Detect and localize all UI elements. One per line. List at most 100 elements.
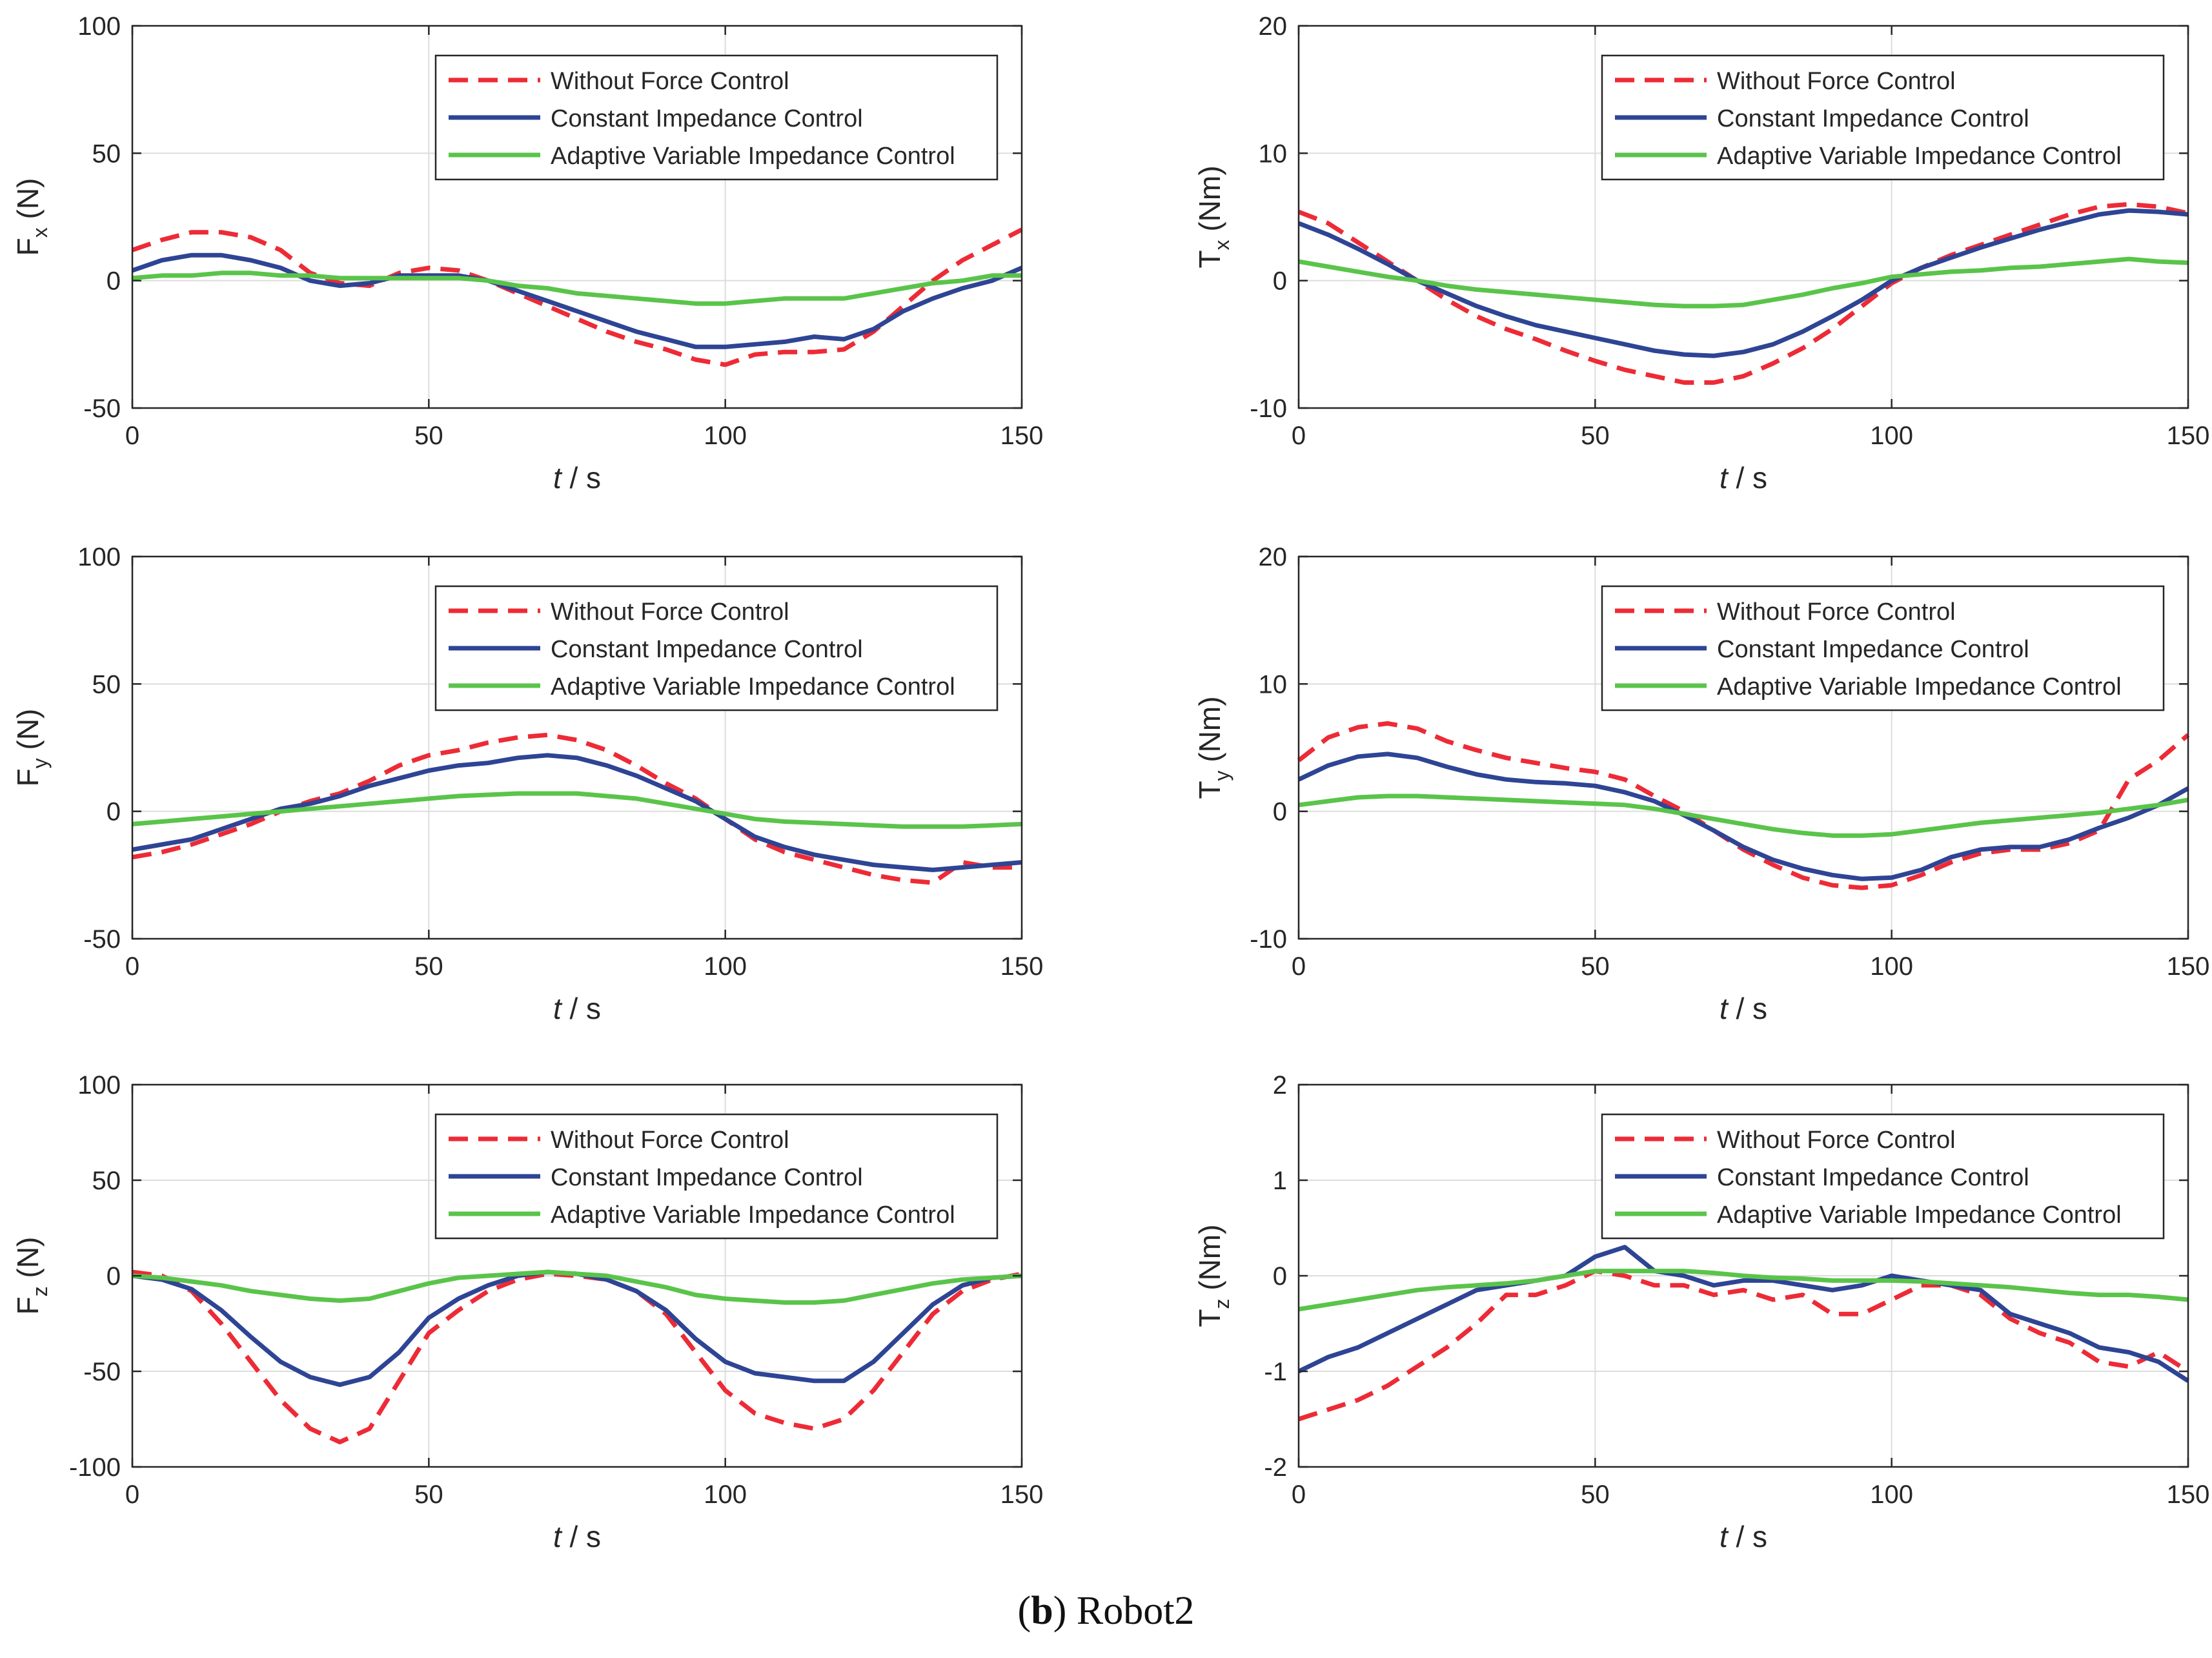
legend-label-2: Constant Impedance Control	[1717, 636, 2029, 663]
x-tick-label: 50	[1581, 952, 1610, 981]
series-line-2	[1297, 1245, 2189, 1383]
series-line-1	[131, 227, 1023, 367]
y-tick-label: -50	[83, 394, 121, 423]
y-tick-label: -10	[1250, 925, 1287, 954]
legend: Without Force Control Constant Impedance …	[1601, 585, 2165, 711]
y-tick-label: 0	[1273, 267, 1287, 296]
legend-label-2: Constant Impedance Control	[551, 105, 863, 132]
y-tick-label: 0	[107, 798, 121, 826]
legend-label-1: Without Force Control	[551, 599, 789, 626]
chart-panel-5: 0 50 100 150 -100 -50 0 50 100 t / s Fz (N) Without…	[11, 1071, 1043, 1553]
series-line-2	[131, 252, 1023, 349]
y-tick-label: 2	[1273, 1071, 1287, 1100]
legend-label-1: Without Force Control	[1717, 1127, 1956, 1154]
x-tick-label: 0	[125, 1480, 139, 1509]
legend-label-3: Adaptive Variable Impedance Control	[1717, 1202, 2122, 1229]
legend-label-1: Without Force Control	[1717, 68, 1956, 95]
series-line-3	[1298, 793, 2189, 838]
x-axis-label: t / s	[553, 1520, 601, 1553]
y-tick-label: 0	[1273, 1262, 1287, 1291]
series-line-2	[1297, 752, 2189, 881]
y-tick-label: 0	[1273, 798, 1287, 826]
caption-text: Robot2	[1076, 1589, 1195, 1633]
figure-caption: (b) Robot2	[1017, 1589, 1195, 1633]
axes-box	[131, 25, 1023, 409]
y-tick-label: 0	[107, 1262, 121, 1291]
x-tick-label: 150	[1000, 422, 1044, 450]
x-axis-label: t / s	[553, 461, 601, 495]
legend-label-2: Constant Impedance Control	[1717, 105, 2029, 132]
legend-label-1: Without Force Control	[551, 68, 789, 95]
y-axis-label: Fx (N)	[11, 178, 52, 256]
legend: Without Force Control Constant Impedance …	[1601, 1113, 2165, 1240]
y-axis-label: Fy (N)	[11, 709, 52, 787]
series-line-2	[132, 753, 1022, 872]
y-tick-label: 100	[77, 1071, 121, 1100]
x-tick-label: 150	[2167, 1480, 2210, 1509]
x-tick-label: 100	[1870, 1480, 1913, 1509]
y-tick-label: 50	[92, 139, 121, 168]
series-line-3	[1298, 1269, 2189, 1312]
series-line-1	[1297, 201, 2189, 385]
x-axis-label: t / s	[1720, 1520, 1767, 1553]
x-tick-label: 150	[1000, 1480, 1044, 1509]
y-tick-label: 10	[1259, 139, 1288, 168]
series-line-1	[132, 1269, 1022, 1444]
y-tick-label: -100	[69, 1453, 121, 1482]
legend-label-3: Adaptive Variable Impedance Control	[551, 673, 955, 701]
x-tick-label: 100	[1870, 952, 1913, 981]
legend: Without Force Control Constant Impedance …	[434, 54, 999, 181]
x-axis-label: t / s	[1720, 992, 1767, 1025]
y-tick-label: 100	[77, 543, 121, 571]
x-tick-label: 50	[1581, 1480, 1610, 1509]
y-tick-label: 0	[107, 267, 121, 296]
y-tick-label: 20	[1259, 12, 1288, 41]
y-tick-label: -2	[1264, 1453, 1287, 1482]
y-axis-label: Tz (Nm)	[1193, 1224, 1233, 1327]
x-tick-label: 50	[414, 1480, 443, 1509]
series-line-1	[1297, 1269, 2189, 1422]
x-tick-label: 0	[1292, 1480, 1306, 1509]
y-tick-label: 100	[77, 12, 121, 41]
x-tick-label: 100	[1870, 422, 1913, 450]
x-tick-label: 0	[1292, 952, 1306, 981]
x-axis-label: t / s	[553, 992, 601, 1025]
y-tick-label: -50	[83, 1358, 121, 1386]
legend-label-2: Constant Impedance Control	[551, 636, 863, 663]
legend-label-3: Adaptive Variable Impedance Control	[1717, 143, 2122, 170]
x-tick-label: 150	[1000, 952, 1044, 981]
x-tick-label: 100	[704, 1480, 747, 1509]
y-axis-label: Tx (Nm)	[1193, 165, 1233, 268]
x-tick-label: 50	[414, 422, 443, 450]
legend-label-3: Adaptive Variable Impedance Control	[1717, 673, 2122, 701]
x-tick-label: 100	[704, 422, 747, 450]
series-line-3	[132, 271, 1022, 306]
legend-label-1: Without Force Control	[551, 1127, 789, 1154]
y-tick-label: -50	[83, 925, 121, 954]
x-tick-label: 0	[125, 422, 139, 450]
y-tick-label: 1	[1273, 1167, 1287, 1195]
legend-label-3: Adaptive Variable Impedance Control	[551, 1202, 955, 1229]
series-line-3	[132, 791, 1022, 829]
legend-label-2: Constant Impedance Control	[551, 1164, 863, 1191]
x-tick-label: 150	[2167, 422, 2210, 450]
y-axis-label: Fz (N)	[11, 1237, 52, 1315]
legend: Without Force Control Constant Impedance …	[434, 1113, 999, 1240]
y-tick-label: -1	[1264, 1358, 1287, 1386]
caption-label: b	[1031, 1589, 1053, 1633]
legend-label-2: Constant Impedance Control	[1717, 1164, 2029, 1191]
legend: Without Force Control Constant Impedance …	[434, 585, 999, 711]
chart-panel-6: 0 50 100 150 -2 -1 0 1 2 t / s Tz (Nm) Without Forc…	[1193, 1071, 2209, 1553]
series-line-3	[1298, 256, 2189, 309]
x-tick-label: 0	[125, 952, 139, 981]
x-tick-label: 50	[1581, 422, 1610, 450]
series-line-2	[1297, 208, 2189, 358]
x-tick-label: 50	[414, 952, 443, 981]
x-tick-label: 0	[1292, 422, 1306, 450]
axes-box	[1297, 25, 2189, 409]
x-axis-label: t / s	[1720, 461, 1767, 495]
legend: Without Force Control Constant Impedance …	[1601, 54, 2165, 181]
